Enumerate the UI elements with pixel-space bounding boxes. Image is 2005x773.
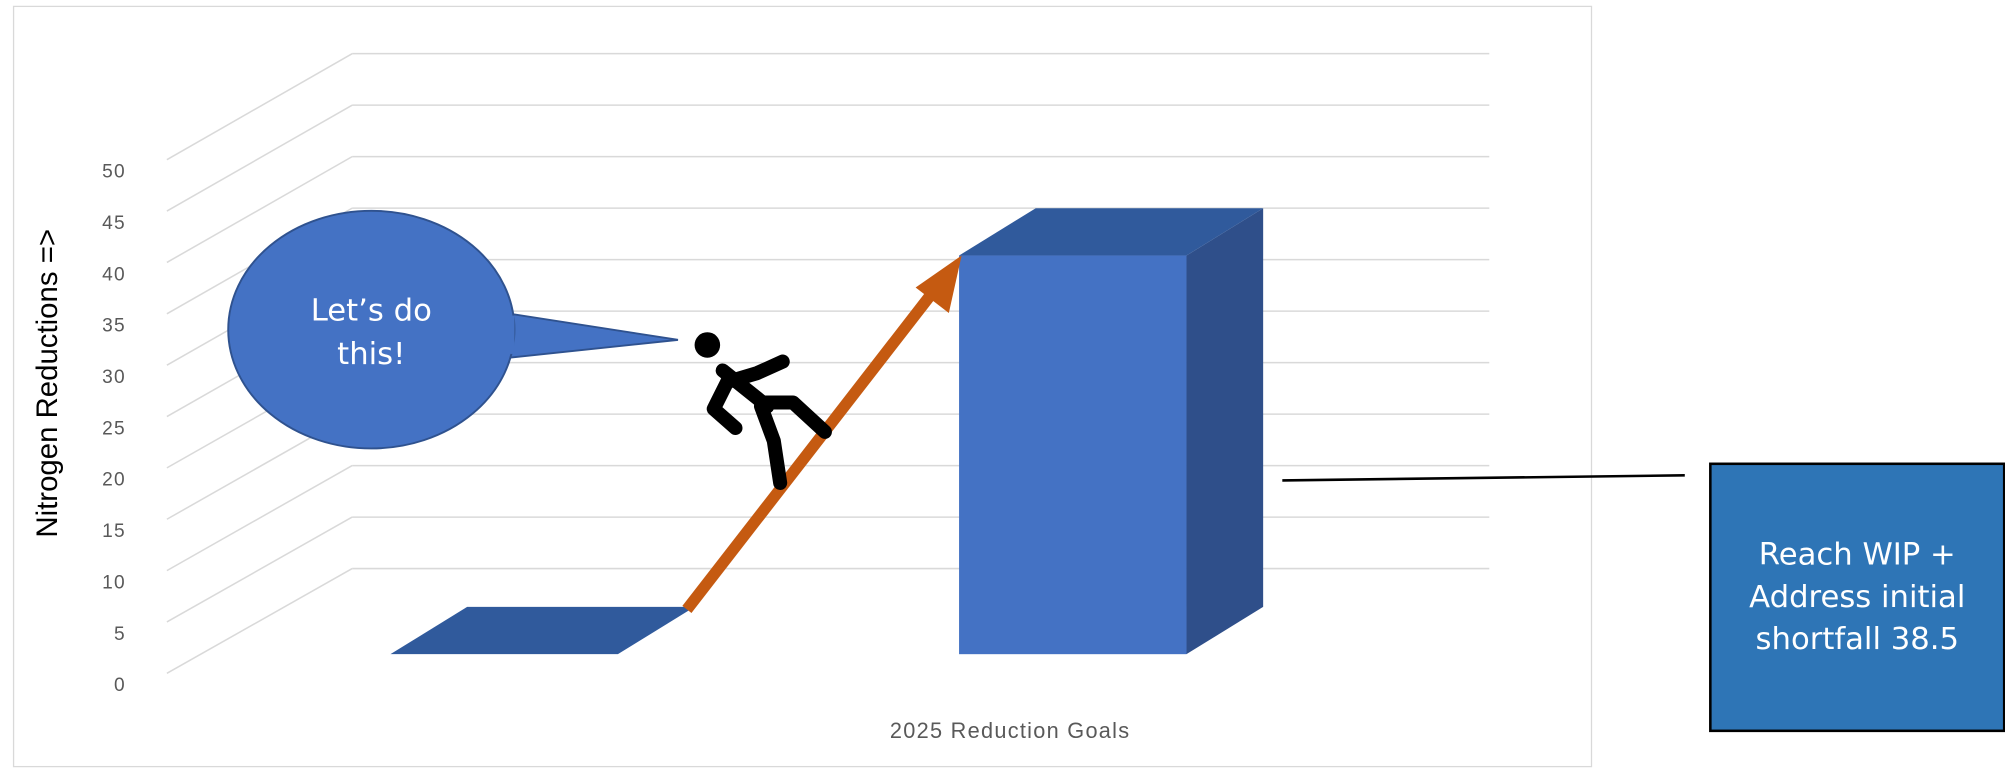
callout-text: Reach WIP + Address initial shortfall 38… — [1749, 536, 1966, 657]
y-tick-label: 25 — [102, 418, 126, 439]
y-tick-label: 20 — [102, 470, 126, 491]
y-axis-label: Nitrogen Reductions => — [31, 229, 64, 538]
y-tick-label: 40 — [102, 264, 126, 285]
y-tick-label: 10 — [102, 572, 126, 593]
y-tick-label: 50 — [102, 162, 126, 183]
grid-line-side — [166, 567, 353, 675]
y-tick-label: 15 — [102, 521, 126, 542]
callout-box — [1709, 462, 2005, 733]
bubble-join — [499, 315, 515, 354]
grid-line-side — [166, 104, 353, 212]
grid-line-side — [166, 52, 353, 161]
y-tick-label: 45 — [102, 213, 126, 234]
bars — [390, 208, 1264, 655]
y-tick-label: 5 — [114, 624, 126, 645]
arrow-head — [915, 255, 962, 314]
grid-line-side — [166, 155, 353, 264]
grid: 0 5 10 15 20 25 30 35 40 45 50 — [102, 52, 1490, 696]
y-tick-label: 35 — [102, 316, 126, 337]
bubble-text-box: Let’s do this! — [310, 292, 432, 372]
bar-top — [959, 208, 1264, 256]
climber-icon — [694, 332, 832, 490]
arrow — [682, 287, 939, 613]
grid-line-side — [166, 464, 353, 572]
x-axis-label: 2025 Reduction Goals — [890, 718, 1130, 743]
y-tick-label: 30 — [102, 367, 126, 388]
bar-side — [1186, 208, 1264, 655]
y-tick-label: 0 — [114, 675, 126, 696]
bar-front — [959, 255, 1187, 655]
bar-top — [390, 606, 695, 655]
callout-line — [1282, 474, 1685, 482]
callout-text-box: Reach WIP + Address initial shortfall 38… — [1749, 536, 1966, 657]
bubble-text: Let’s do this! — [310, 292, 432, 372]
grid-line-side — [166, 516, 353, 623]
